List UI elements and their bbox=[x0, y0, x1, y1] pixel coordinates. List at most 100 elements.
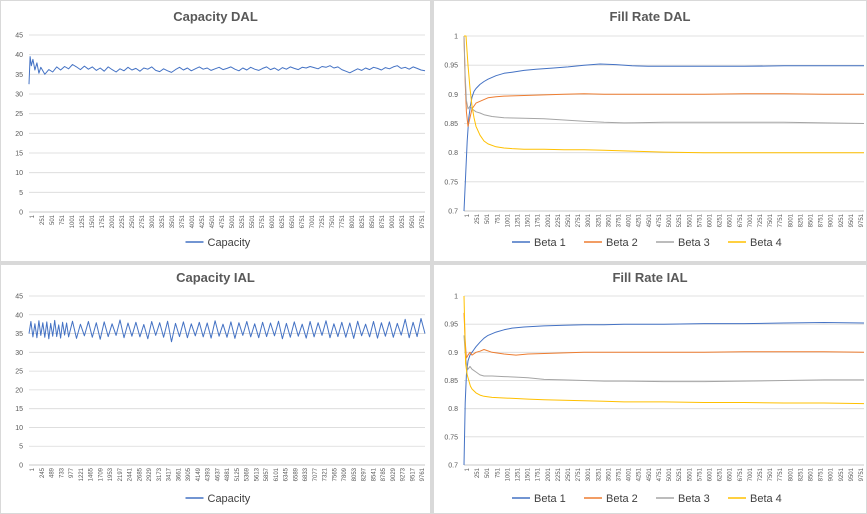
x-tick-label: 9251 bbox=[839, 213, 845, 227]
y-tick-label: 0.9 bbox=[448, 92, 458, 99]
x-tick-label: 8001 bbox=[788, 213, 794, 227]
x-tick-label: 5001 bbox=[230, 214, 236, 228]
x-tick-label: 2251 bbox=[556, 467, 562, 481]
x-tick-label: 1 bbox=[30, 467, 36, 471]
x-tick-label: 7001 bbox=[748, 213, 754, 227]
x-tick-label: 8251 bbox=[798, 467, 804, 481]
y-tick-label: 30 bbox=[15, 350, 23, 357]
y-tick-label: 35 bbox=[15, 331, 23, 338]
x-tick-label: 1751 bbox=[536, 213, 542, 227]
x-tick-label: 6251 bbox=[280, 214, 286, 228]
chart-title: Capacity DAL bbox=[173, 9, 258, 24]
x-tick-label: 1001 bbox=[505, 213, 511, 227]
y-tick-label: 0.85 bbox=[444, 378, 458, 385]
x-tick-label: 5613 bbox=[254, 467, 260, 481]
x-tick-label: 7809 bbox=[342, 467, 348, 481]
x-tick-label: 245 bbox=[40, 467, 46, 478]
legend-label-capacity: Capacity bbox=[208, 493, 251, 505]
x-tick-label: 251 bbox=[475, 467, 481, 478]
legend-label-beta-2: Beta 2 bbox=[606, 237, 638, 249]
x-tick-label: 8751 bbox=[380, 214, 386, 228]
x-tick-label: 8541 bbox=[371, 467, 377, 481]
x-tick-label: 6589 bbox=[293, 467, 299, 481]
x-tick-label: 251 bbox=[475, 213, 481, 224]
x-tick-label: 2751 bbox=[576, 467, 582, 481]
x-tick-label: 2751 bbox=[140, 214, 146, 228]
x-tick-label: 4001 bbox=[627, 213, 633, 227]
x-tick-label: 6001 bbox=[270, 214, 276, 228]
y-tick-label: 15 bbox=[15, 151, 23, 158]
y-tick-label: 0 bbox=[19, 210, 23, 217]
x-tick-label: 6501 bbox=[290, 214, 296, 228]
x-tick-label: 1501 bbox=[90, 214, 96, 228]
y-tick-label: 30 bbox=[15, 92, 23, 99]
y-tick-label: 0.8 bbox=[448, 406, 458, 413]
x-tick-label: 1221 bbox=[79, 467, 85, 481]
y-tick-label: 20 bbox=[15, 131, 23, 138]
x-tick-label: 8501 bbox=[370, 214, 376, 228]
x-tick-label: 2929 bbox=[147, 467, 153, 481]
x-tick-label: 2751 bbox=[576, 213, 582, 227]
y-tick-label: 0.8 bbox=[448, 150, 458, 157]
chart-title: Fill Rate DAL bbox=[610, 9, 691, 24]
x-tick-label: 4637 bbox=[215, 467, 221, 481]
y-tick-label: 25 bbox=[15, 369, 23, 376]
x-tick-label: 1751 bbox=[100, 214, 106, 228]
x-tick-label: 3251 bbox=[596, 467, 602, 481]
x-tick-label: 4751 bbox=[657, 213, 663, 227]
x-tick-label: 251 bbox=[40, 214, 46, 225]
x-tick-label: 5251 bbox=[677, 467, 683, 481]
x-tick-label: 4751 bbox=[657, 467, 663, 481]
x-tick-label: 2685 bbox=[137, 467, 143, 481]
x-tick-label: 4001 bbox=[627, 467, 633, 481]
chart-panel-capacity-dal: Capacity DAL 0 5 10 15 20 25 30 35 40 45 1 251 501 751… bbox=[0, 0, 431, 262]
y-tick-label: 25 bbox=[15, 111, 23, 118]
x-tick-label: 5501 bbox=[687, 213, 693, 227]
y-tick-label: 45 bbox=[15, 294, 23, 301]
x-tick-label: 8297 bbox=[362, 467, 368, 481]
x-tick-label: 1251 bbox=[80, 214, 86, 228]
x-tick-label: 4251 bbox=[637, 467, 643, 481]
x-tick-label: 7077 bbox=[313, 467, 319, 481]
x-tick-label: 9751 bbox=[859, 467, 865, 481]
x-tick-label: 8501 bbox=[808, 213, 814, 227]
x-tick-label: 7501 bbox=[768, 213, 774, 227]
chart-capacity-ial: Capacity IAL 0 5 10 15 20 25 30 35 40 45 1 245 489 733… bbox=[15, 270, 426, 505]
x-tick-label: 6101 bbox=[274, 467, 280, 481]
x-tick-label: 9251 bbox=[839, 467, 845, 481]
x-tick-label: 9517 bbox=[410, 467, 416, 481]
x-tick-label: 3661 bbox=[176, 467, 182, 481]
x-tick-label: 9273 bbox=[401, 467, 407, 481]
x-tick-label: 2251 bbox=[556, 213, 562, 227]
x-tick-label: 9751 bbox=[420, 214, 426, 228]
y-tick-label: 20 bbox=[15, 387, 23, 394]
legend-label-beta-3: Beta 3 bbox=[678, 493, 710, 505]
series-line-beta-3 bbox=[463, 35, 865, 124]
series-line-beta-2 bbox=[463, 35, 864, 127]
x-tick-label: 5857 bbox=[264, 467, 270, 481]
x-tick-label: 2441 bbox=[128, 467, 134, 481]
legend-label-beta-2: Beta 2 bbox=[606, 493, 638, 505]
x-tick-label: 9251 bbox=[400, 214, 406, 228]
x-tick-label: 8053 bbox=[352, 467, 358, 481]
x-tick-label: 751 bbox=[495, 213, 501, 224]
y-tick-label: 0.75 bbox=[444, 434, 458, 441]
x-tick-label: 2001 bbox=[546, 213, 552, 227]
series-line-beta-1 bbox=[463, 322, 865, 466]
x-tick-label: 6751 bbox=[738, 467, 744, 481]
y-tick-label: 5 bbox=[19, 444, 23, 451]
x-tick-label: 2501 bbox=[566, 213, 572, 227]
y-tick-label: 0.95 bbox=[444, 63, 458, 70]
series-line-beta-4 bbox=[464, 35, 864, 154]
x-tick-label: 7751 bbox=[778, 467, 784, 481]
x-tick-label: 5751 bbox=[697, 467, 703, 481]
y-tick-label: 40 bbox=[15, 52, 23, 59]
series-line-beta-3 bbox=[463, 335, 864, 383]
x-tick-label: 4393 bbox=[206, 467, 212, 481]
x-tick-label: 1709 bbox=[98, 467, 104, 481]
chart-panel-capacity-ial: Capacity IAL 0 5 10 15 20 25 30 35 40 45 1 245 489 733… bbox=[0, 264, 431, 514]
legend-label-beta-1: Beta 1 bbox=[534, 237, 566, 249]
x-tick-label: 733 bbox=[59, 467, 65, 478]
x-tick-label: 4251 bbox=[637, 213, 643, 227]
